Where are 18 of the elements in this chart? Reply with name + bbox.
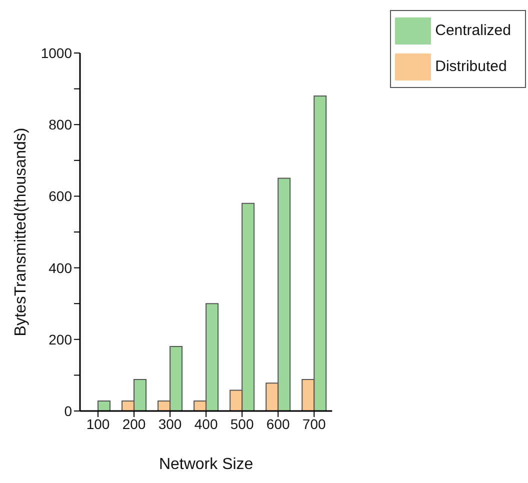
x-tick-label: 700 [302, 416, 326, 432]
x-tick-label: 500 [230, 416, 254, 432]
x-tick-label: 200 [122, 416, 146, 432]
y-tick-label: 600 [48, 188, 72, 204]
x-tick-label: 300 [158, 416, 182, 432]
x-tick-label: 100 [86, 416, 110, 432]
y-tick-label: 0 [64, 402, 72, 419]
y-tick-label: 1000 [40, 44, 72, 61]
x-tick-label: 400 [194, 416, 218, 432]
y-tick-label: 200 [48, 331, 72, 348]
y-tick-label: 400 [48, 260, 72, 276]
bar [98, 400, 110, 411]
y-tick-label: 800 [48, 116, 72, 133]
x-axis-title: Network Size [158, 456, 254, 473]
legend-label: Centralized [435, 22, 511, 39]
legend-label: Distributed [435, 58, 507, 75]
x-tick-label: 600 [266, 416, 290, 432]
y-axis-title: BytesTransmitted(thousands) [12, 128, 30, 336]
